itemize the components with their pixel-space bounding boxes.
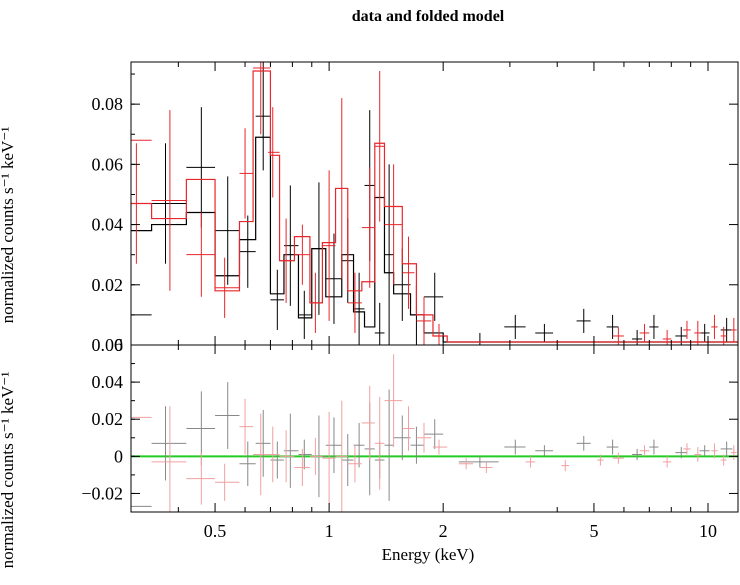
bottom-ytick-label-2: 0.02 bbox=[92, 409, 124, 429]
bottom-ytick-label-1: 0 bbox=[114, 446, 123, 466]
bottom-ytick-label-3: 0.04 bbox=[92, 372, 124, 392]
top-ticks: 0 0.02 0.04 0.06 0.08 bbox=[92, 62, 738, 355]
bottom-marks bbox=[131, 354, 738, 512]
top-ytick-label-3: 0.06 bbox=[92, 154, 124, 174]
top-series-1 bbox=[131, 62, 738, 345]
bottom-ytick-label-4: 0.06 bbox=[92, 335, 124, 355]
top-model-0 bbox=[131, 136, 738, 343]
bottom-series-0 bbox=[131, 382, 733, 512]
bottom-ticks: −0.02 0 0.02 0.04 0.06 0.5 1 2 5 10 bbox=[81, 335, 738, 541]
x-tick-label-0: 0.5 bbox=[204, 521, 227, 541]
x-tick-label-2: 2 bbox=[439, 521, 448, 541]
bottom-ytick-label-0: −0.02 bbox=[81, 483, 123, 503]
x-tick-label-3: 5 bbox=[589, 521, 598, 541]
x-tick-label-1: 1 bbox=[325, 521, 334, 541]
x-axis-label: Energy (keV) bbox=[382, 545, 475, 564]
top-ytick-label-2: 0.04 bbox=[92, 215, 124, 235]
top-series-0 bbox=[131, 62, 738, 345]
top-y-axis-label: normalized counts s⁻¹ keV⁻¹ bbox=[0, 127, 17, 324]
top-marks bbox=[131, 62, 738, 345]
bottom-series-1 bbox=[131, 354, 737, 512]
top-model-1 bbox=[131, 70, 738, 343]
top-panel: 0 0.02 0.04 0.06 0.08 normalized counts s⁻¹ … bbox=[0, 61, 739, 355]
top-ytick-label-1: 0.02 bbox=[92, 275, 124, 295]
top-ytick-label-0: 0 bbox=[114, 335, 123, 355]
bottom-frame bbox=[130, 344, 739, 513]
top-ytick-label-4: 0.08 bbox=[92, 94, 124, 114]
bottom-panel: −0.02 0 0.02 0.04 0.06 0.5 1 2 5 10 normalized co… bbox=[0, 335, 739, 569]
chart-title: data and folded model bbox=[352, 8, 505, 25]
x-tick-label-4: 10 bbox=[699, 521, 717, 541]
bottom-y-axis-label: normalized counts s⁻¹ keV⁻¹ bbox=[0, 372, 17, 569]
